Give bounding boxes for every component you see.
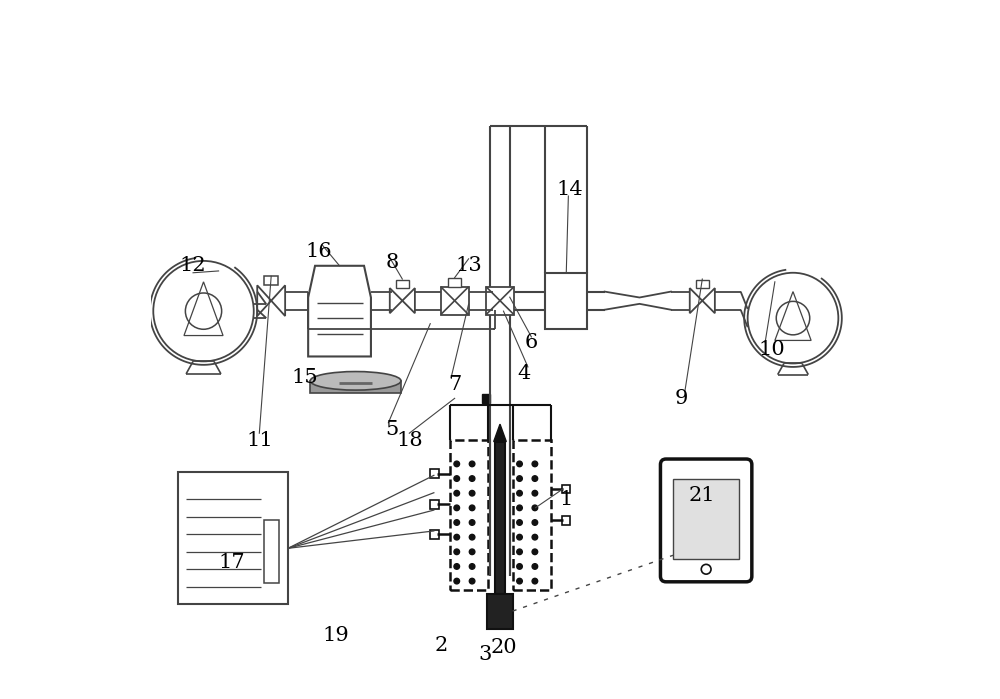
Bar	[673, 479, 739, 559]
Text: 17: 17	[218, 553, 245, 572]
Bar	[396, 280, 409, 288]
Circle shape	[532, 549, 538, 554]
Circle shape	[454, 534, 460, 540]
Circle shape	[532, 534, 538, 540]
Circle shape	[469, 549, 475, 554]
Circle shape	[517, 461, 522, 467]
Bar	[562, 485, 570, 493]
Circle shape	[469, 520, 475, 525]
Circle shape	[517, 563, 522, 569]
Ellipse shape	[310, 372, 401, 390]
Circle shape	[454, 578, 460, 584]
Bar	[545, 273, 587, 329]
Circle shape	[469, 578, 475, 584]
Bar	[430, 530, 439, 538]
Circle shape	[469, 563, 475, 569]
Text: 11: 11	[246, 431, 273, 449]
Circle shape	[532, 578, 538, 584]
Circle shape	[517, 491, 522, 496]
Circle shape	[454, 563, 460, 569]
Bar	[495, 442, 505, 593]
Circle shape	[454, 520, 460, 525]
Bar	[264, 276, 278, 285]
Circle shape	[532, 491, 538, 496]
Circle shape	[454, 461, 460, 467]
Circle shape	[532, 520, 538, 525]
Text: 15: 15	[291, 368, 318, 387]
Bar	[562, 517, 570, 525]
Circle shape	[469, 476, 475, 482]
Text: 2: 2	[434, 637, 447, 656]
Bar	[482, 394, 490, 403]
Text: 12: 12	[180, 257, 206, 275]
Bar	[430, 500, 439, 509]
Text: 19: 19	[323, 626, 349, 645]
Bar	[448, 278, 461, 287]
Text: 6: 6	[525, 333, 538, 352]
Circle shape	[469, 505, 475, 511]
Text: 10: 10	[759, 340, 785, 359]
Circle shape	[469, 461, 475, 467]
Text: 7: 7	[448, 375, 461, 394]
Text: 14: 14	[556, 180, 583, 199]
Bar	[487, 593, 513, 628]
Circle shape	[454, 549, 460, 554]
Bar	[310, 381, 401, 393]
Text: 8: 8	[385, 253, 398, 272]
Text: 21: 21	[689, 487, 716, 505]
Bar	[486, 287, 514, 315]
Text: 16: 16	[305, 243, 332, 261]
Circle shape	[532, 563, 538, 569]
Bar	[513, 440, 551, 590]
Circle shape	[517, 505, 522, 511]
Bar	[264, 521, 279, 583]
Circle shape	[454, 505, 460, 511]
Bar	[178, 472, 288, 604]
Circle shape	[517, 534, 522, 540]
Circle shape	[469, 491, 475, 496]
Circle shape	[469, 534, 475, 540]
Circle shape	[517, 476, 522, 482]
Circle shape	[517, 520, 522, 525]
Bar	[696, 280, 709, 288]
Bar	[450, 440, 488, 590]
Text: 5: 5	[385, 420, 398, 439]
Bar	[430, 470, 439, 478]
Bar	[441, 287, 469, 315]
Text: 9: 9	[675, 389, 688, 408]
Text: 18: 18	[396, 431, 423, 449]
Polygon shape	[494, 424, 506, 442]
Text: 4: 4	[518, 364, 531, 384]
FancyBboxPatch shape	[660, 459, 752, 582]
Circle shape	[454, 476, 460, 482]
Text: 3: 3	[478, 645, 491, 664]
Circle shape	[532, 505, 538, 511]
Text: 20: 20	[490, 638, 517, 657]
Text: 13: 13	[455, 257, 482, 275]
Circle shape	[517, 549, 522, 554]
Circle shape	[517, 578, 522, 584]
Circle shape	[532, 476, 538, 482]
Circle shape	[454, 491, 460, 496]
Text: 1: 1	[560, 490, 573, 509]
Circle shape	[532, 461, 538, 467]
